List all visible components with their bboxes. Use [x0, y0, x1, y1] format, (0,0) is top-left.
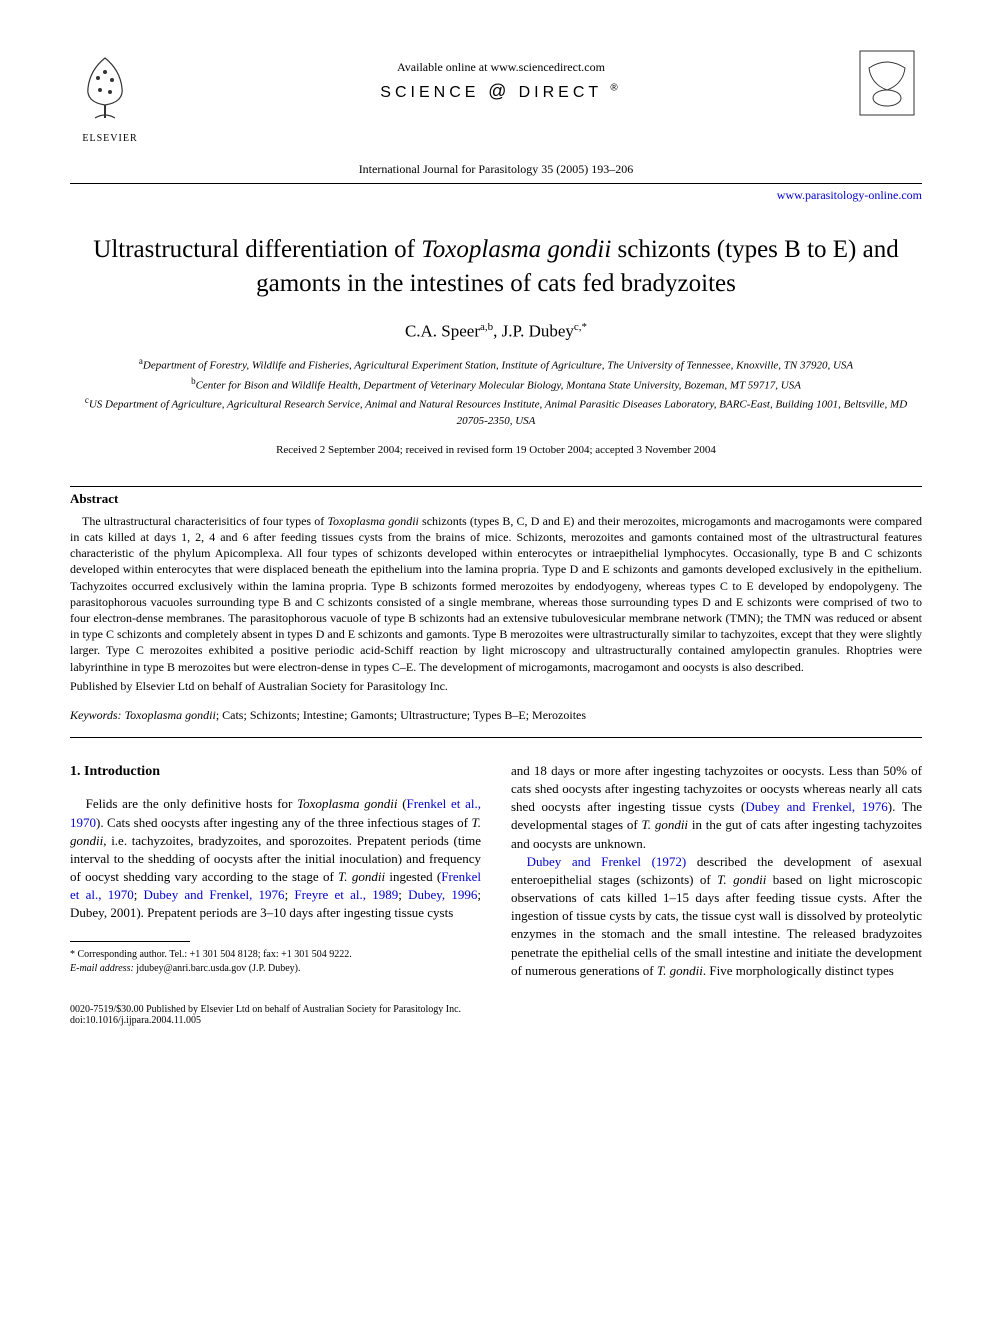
available-online-text: Available online at www.sciencedirect.co… [150, 60, 852, 75]
intro-paragraph-1-cont: and 18 days or more after ingesting tach… [511, 762, 922, 853]
publisher-line: Published by Elsevier Ltd on behalf of A… [70, 679, 922, 694]
p2-sp: T. gondii [717, 872, 766, 887]
p1-sp3: T. gondii [338, 869, 385, 884]
article-dates: Received 2 September 2004; received in r… [70, 444, 922, 456]
p1-sp: Toxoplasma gondii [297, 796, 397, 811]
keywords-species: Toxoplasma gondii [125, 708, 216, 722]
author-2-sup: c,* [574, 321, 587, 333]
p1-f: ; [134, 887, 144, 902]
author-2-name: J.P. Dubey [502, 321, 574, 340]
abstract-body: The ultrastructural characterisitics of … [70, 513, 922, 675]
title-pre: Ultrastructural differentiation of [93, 236, 421, 263]
affiliation-c: cUS Department of Agriculture, Agricultu… [70, 394, 922, 430]
abstract-species: Toxoplasma gondii [327, 514, 418, 528]
p1-b: ( [397, 796, 406, 811]
p2-sp2: T. gondii [657, 963, 703, 978]
p1-e: ingested ( [385, 869, 441, 884]
society-logo [852, 50, 922, 121]
citation-link[interactable]: Dubey and Frenkel (1972) [527, 854, 687, 869]
title-species: Toxoplasma gondii [421, 236, 611, 263]
site-link-text[interactable]: www.parasitology-online.com [777, 188, 922, 202]
sd-text-1: SCIENCE [380, 84, 479, 101]
intro-paragraph-1: Felids are the only definitive hosts for… [70, 795, 481, 922]
intro-paragraph-2: Dubey and Frenkel (1972) described the d… [511, 853, 922, 980]
footnote-email: jdubey@anri.barc.usda.gov (J.P. Dubey). [134, 963, 301, 974]
sciencedirect-logo: SCIENCE @ DIRECT ® [150, 81, 852, 102]
p1c-sp: T. gondii [642, 817, 689, 832]
footnote-corr: * Corresponding author. Tel.: +1 301 504… [70, 948, 481, 962]
citation-link[interactable]: Freyre et al., 1989 [294, 887, 398, 902]
authors: C.A. Speera,b, J.P. Dubeyc,* [70, 321, 922, 342]
footnote-email-label: E-mail address: [70, 963, 134, 974]
affiliation-a-text: Department of Forestry, Wildlife and Fis… [143, 360, 853, 372]
p2-c: . Five morphologically distinct types [703, 963, 894, 978]
keywords-label: Keywords: [70, 708, 125, 722]
authors-sep: , [493, 321, 502, 340]
footnote-rule [70, 941, 190, 942]
introduction-heading: 1. Introduction [70, 762, 481, 782]
corresponding-footnote: * Corresponding author. Tel.: +1 301 504… [70, 948, 481, 976]
header-rule [70, 183, 922, 184]
article-title: Ultrastructural differentiation of Toxop… [70, 233, 922, 301]
citation-link[interactable]: Dubey, 1996 [408, 887, 477, 902]
keywords: Keywords: Toxoplasma gondii; Cats; Schiz… [70, 708, 922, 723]
p1-g: ; [285, 887, 295, 902]
citation-link[interactable]: Dubey and Frenkel, 1976 [144, 887, 285, 902]
body-columns: 1. Introduction Felids are the only defi… [70, 762, 922, 980]
elsevier-tree-icon [70, 50, 140, 128]
footer-line-2: doi:10.1016/j.ijpara.2004.11.005 [70, 1015, 922, 1026]
p1-c: ). Cats shed oocysts after ingesting any… [96, 815, 471, 830]
site-link[interactable]: www.parasitology-online.com [70, 188, 922, 203]
header-center: Available online at www.sciencedirect.co… [150, 50, 852, 102]
journal-reference: International Journal for Parasitology 3… [70, 162, 922, 177]
sd-text-2: DIRECT [519, 84, 602, 101]
column-right: and 18 days or more after ingesting tach… [511, 762, 922, 980]
sd-at-icon: @ [488, 81, 510, 101]
header-row: ELSEVIER Available online at www.science… [70, 50, 922, 144]
abstract-top-rule [70, 486, 922, 487]
column-left: 1. Introduction Felids are the only defi… [70, 762, 481, 980]
footer: 0020-7519/$30.00 Published by Elsevier L… [70, 1004, 922, 1026]
abstract-pre: The ultrastructural characterisitics of … [82, 514, 327, 528]
author-1-sup: a,b [480, 321, 493, 333]
sd-registered-icon: ® [610, 83, 621, 94]
elsevier-label: ELSEVIER [70, 133, 150, 144]
footnote-email-line: E-mail address: jdubey@anri.barc.usda.go… [70, 962, 481, 976]
affiliation-c-text: US Department of Agriculture, Agricultur… [89, 399, 907, 427]
citation-link[interactable]: Dubey and Frenkel, 1976 [745, 799, 887, 814]
society-logo-icon [859, 50, 915, 116]
affiliation-a: aDepartment of Forestry, Wildlife and Fi… [70, 355, 922, 375]
footer-line-1: 0020-7519/$30.00 Published by Elsevier L… [70, 1004, 922, 1015]
p1-a: Felids are the only definitive hosts for [86, 796, 298, 811]
affiliation-b: bCenter for Bison and Wildlife Health, D… [70, 375, 922, 395]
keywords-rest: ; Cats; Schizonts; Intestine; Gamonts; U… [216, 708, 586, 722]
abstract-post: schizonts (types B, C, D and E) and thei… [70, 514, 922, 674]
elsevier-logo: ELSEVIER [70, 50, 150, 144]
p1-h: ; [398, 887, 408, 902]
abstract-heading: Abstract [70, 491, 922, 507]
affiliations: aDepartment of Forestry, Wildlife and Fi… [70, 355, 922, 430]
keywords-bottom-rule [70, 737, 922, 738]
affiliation-b-text: Center for Bison and Wildlife Health, De… [196, 379, 801, 391]
author-1-name: C.A. Speer [405, 321, 480, 340]
